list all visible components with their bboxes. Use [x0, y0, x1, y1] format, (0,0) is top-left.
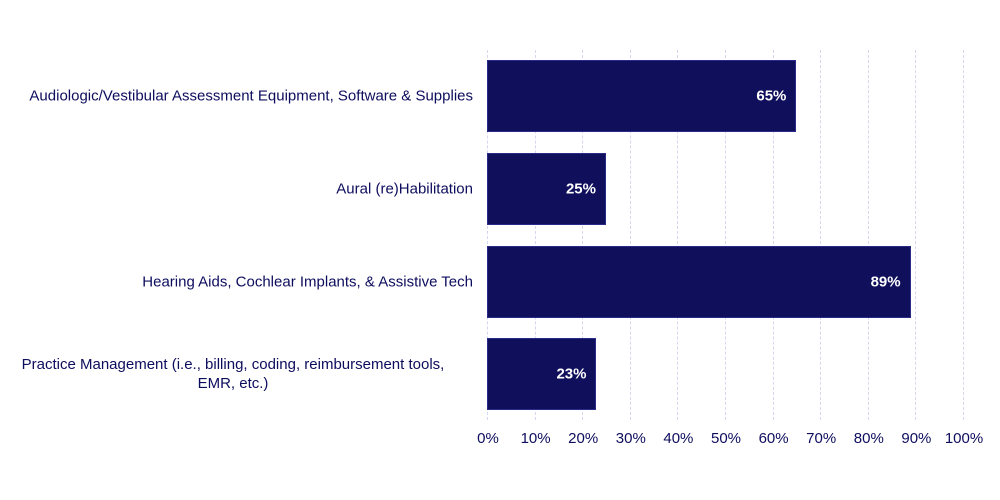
bar: 25% — [487, 153, 606, 225]
x-tick-label: 30% — [615, 430, 646, 447]
gridline — [629, 50, 631, 420]
gridline — [867, 50, 869, 420]
x-tick-label: 100% — [944, 430, 984, 447]
bar-value-label: 65% — [756, 87, 787, 105]
bar: 23% — [487, 338, 597, 410]
x-tick-label: 90% — [901, 430, 932, 447]
gridline — [725, 50, 726, 420]
category-label: Aural (re)Habilitation — [336, 180, 473, 198]
x-tick-label: 80% — [853, 430, 884, 447]
x-tick-label: 40% — [663, 430, 694, 447]
x-tick-label: 0% — [477, 430, 499, 447]
gridline — [487, 50, 488, 420]
x-tick-label: 10% — [520, 430, 551, 447]
gridline — [963, 50, 964, 420]
gridline — [772, 50, 774, 420]
gridline — [820, 50, 822, 420]
bar-value-label: 25% — [565, 180, 596, 198]
category-label: Hearing Aids, Cochlear Implants, & Assis… — [142, 273, 473, 291]
bar-value-label: 89% — [870, 273, 901, 291]
x-tick-label: 60% — [758, 430, 789, 447]
gridline — [677, 50, 679, 420]
bar: 65% — [487, 60, 797, 132]
x-tick-label: 70% — [806, 430, 837, 447]
category-label-line: EMR, etc.) — [197, 375, 269, 392]
category-label: Practice Management (i.e., billing, codi… — [0, 355, 473, 393]
x-tick-label: 20% — [568, 430, 599, 447]
bar-value-label: 23% — [556, 365, 587, 383]
gridline — [534, 50, 536, 420]
category-label-line: Practice Management (i.e., billing, codi… — [21, 356, 445, 373]
gridline — [915, 50, 917, 420]
x-tick-label: 50% — [710, 430, 742, 447]
bar: 89% — [487, 246, 911, 318]
category-label: Audiologic/Vestibular Assessment Equipme… — [29, 87, 473, 105]
gridline — [582, 50, 584, 420]
